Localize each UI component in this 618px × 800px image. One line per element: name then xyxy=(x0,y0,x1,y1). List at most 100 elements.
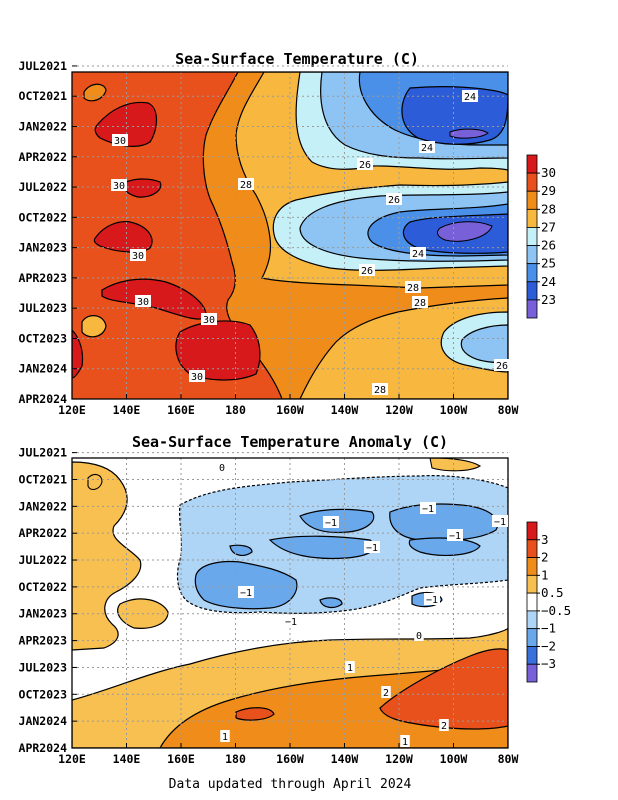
x-tick-label: 160E xyxy=(167,752,195,766)
x-tick-label: 80W xyxy=(498,403,519,417)
contour-label: 30 xyxy=(113,181,125,192)
colorbar-label: 26 xyxy=(541,238,556,253)
chart1-title: Sea-Surface Temperature (C) xyxy=(175,50,419,68)
contour-label: −1 xyxy=(240,588,252,599)
sst-field-28-pocket-b xyxy=(81,315,107,338)
contour-label-bg xyxy=(345,661,355,673)
ssta-field-cool-1-f xyxy=(229,544,253,556)
y-tick-label: APR2023 xyxy=(19,271,68,285)
contour-label-bg xyxy=(420,502,436,514)
colorbar-swatch xyxy=(526,172,538,192)
contour-label-bg xyxy=(405,281,421,293)
contour-label-bg xyxy=(439,719,449,731)
colorbar-swatch xyxy=(526,663,538,683)
contour-label: 26 xyxy=(359,160,371,171)
colorbar-label: 27 xyxy=(541,219,556,234)
contour-label: 30 xyxy=(132,251,144,262)
colorbar-swatch xyxy=(526,574,538,594)
contour-label: 0 xyxy=(416,631,422,642)
chart2-y-ticks: JUL2021 OCT2021 JAN2022 APR2022 JUL2022 OCT20… xyxy=(19,446,77,755)
y-tick-label: OCT2021 xyxy=(19,472,68,486)
contour-label: 30 xyxy=(114,136,126,147)
contour-label: 1 xyxy=(347,663,353,674)
colorbar-swatch xyxy=(526,154,538,174)
x-tick-label: 140E xyxy=(113,752,141,766)
colorbar-label: 1 xyxy=(541,567,549,582)
sst-field-28-pocket xyxy=(83,83,107,102)
y-tick-label: OCT2023 xyxy=(19,331,68,345)
y-tick-label: APR2024 xyxy=(19,392,68,406)
contour-label: 28 xyxy=(240,180,252,191)
footer-text: Data updated through April 2024 xyxy=(169,777,412,792)
contour-label: 2 xyxy=(383,688,389,699)
contour-label-bg xyxy=(112,134,128,146)
colorbar-swatch xyxy=(526,610,538,630)
chart1-contour-labels: 30 30 30 30 30 30 28 28 28 28 26 26 26 26 24 24 24 xyxy=(111,90,510,396)
x-tick-label: 120W xyxy=(385,752,413,766)
contour-label: −1 xyxy=(426,595,438,606)
contour-label: 1 xyxy=(222,732,228,743)
x-tick-label: 120E xyxy=(58,403,86,417)
contour-label-bg xyxy=(111,179,127,191)
contour-label-bg xyxy=(424,593,440,605)
contour-label-bg xyxy=(323,516,339,528)
x-tick-label: 80W xyxy=(498,752,519,766)
ssta-field-warm-west xyxy=(72,461,142,651)
colorbar-swatch xyxy=(526,227,538,246)
colorbar-label: −1 xyxy=(541,621,556,636)
colorbar-swatch xyxy=(526,628,538,647)
contour-label-bg xyxy=(189,370,205,382)
ssta-field-cool-1-h xyxy=(319,597,343,609)
contour-label: 28 xyxy=(374,385,386,396)
y-tick-label: JUL2022 xyxy=(19,180,67,194)
y-tick-label: OCT2022 xyxy=(19,580,67,594)
colorbar-label: 24 xyxy=(541,274,556,289)
chart2-gridlines xyxy=(72,452,508,748)
contour-label-bg xyxy=(414,629,424,641)
contour-label: 30 xyxy=(137,297,149,308)
contour-label-bg xyxy=(364,541,380,553)
sst-field-30-c xyxy=(93,221,153,253)
contour-label: −1 xyxy=(366,543,378,554)
x-tick-label: 140W xyxy=(331,403,359,417)
contour-label-bg xyxy=(412,296,428,308)
sst-field-30-a xyxy=(94,101,158,147)
x-tick-label: 160W xyxy=(276,403,304,417)
contour-label: −1 xyxy=(494,517,506,528)
x-tick-label: 160E xyxy=(167,403,195,417)
y-tick-label: JAN2022 xyxy=(19,499,67,513)
x-tick-label: 100W xyxy=(440,403,468,417)
y-tick-label: JUL2023 xyxy=(19,660,68,674)
colorbar-swatch xyxy=(526,299,538,319)
x-tick-label: 140E xyxy=(113,403,141,417)
x-tick-label: 180 xyxy=(225,752,246,766)
y-tick-label: JAN2023 xyxy=(19,607,68,621)
colorbar-label: −3 xyxy=(541,656,556,671)
contour-label-bg xyxy=(447,529,463,541)
contour-label-bg xyxy=(283,615,299,627)
y-tick-label: APR2022 xyxy=(19,150,67,164)
contour-label: 1 xyxy=(402,737,408,748)
colorbar-swatch xyxy=(526,245,538,265)
contour-label-bg xyxy=(238,586,254,598)
contour-label-bg xyxy=(220,730,230,742)
y-tick-label: JUL2023 xyxy=(19,301,68,315)
x-tick-label: 180 xyxy=(225,403,246,417)
sst-field-22 xyxy=(449,128,489,139)
colorbar-label: 29 xyxy=(541,183,556,198)
colorbar-label: 3 xyxy=(541,532,549,547)
colorbar-label: −0.5 xyxy=(541,603,571,618)
colorbar-label: 0.5 xyxy=(541,585,564,600)
contour-label-bg xyxy=(135,295,151,307)
contour-label: −1 xyxy=(285,617,297,628)
x-tick-label: 140W xyxy=(331,752,359,766)
ssta-field-warm-patch-b xyxy=(429,458,482,472)
contour-label-bg xyxy=(130,249,146,261)
contour-label-bg xyxy=(462,90,478,102)
chart2-contour-labels: 0 −1 −1 −1 −1 −1 −1 −1 −1 0 1 2 2 1 1 xyxy=(217,461,508,748)
colorbar-swatch xyxy=(526,190,538,210)
chart1-x-ticks: 120E 140E 160E 180 160W 140W 120W 100W 80W xyxy=(58,394,518,417)
ssta-field-2-b xyxy=(235,707,275,721)
y-tick-label: JAN2022 xyxy=(19,120,67,134)
